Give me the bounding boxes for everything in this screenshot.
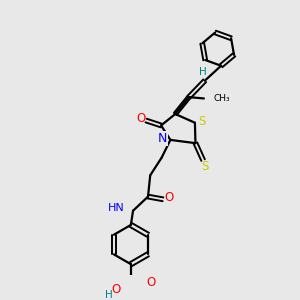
Text: N: N [158,132,167,145]
Text: O: O [146,276,156,289]
Text: S: S [202,160,209,172]
Text: H: H [105,290,113,300]
Text: O: O [136,112,145,125]
Text: O: O [111,283,120,296]
Text: S: S [198,115,206,128]
Text: O: O [164,191,174,205]
Text: HN: HN [108,203,124,213]
Text: H: H [200,67,207,77]
Text: CH₃: CH₃ [213,94,230,103]
